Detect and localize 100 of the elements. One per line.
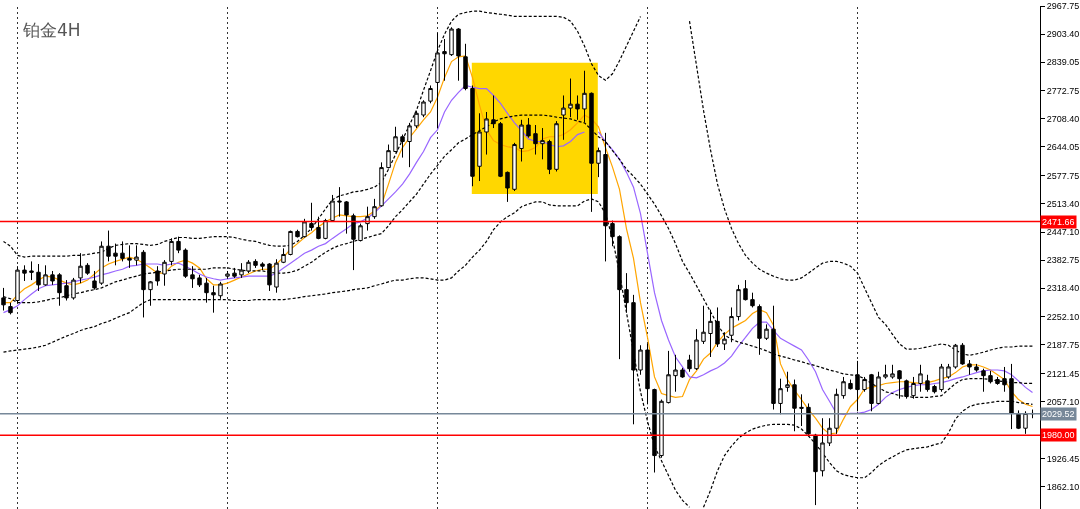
y-tick-label: 2708.40 bbox=[1046, 113, 1080, 124]
candlestick bbox=[176, 236, 181, 254]
candlestick bbox=[974, 363, 979, 373]
y-tick-label: 1926.45 bbox=[1046, 453, 1080, 464]
candlestick bbox=[365, 206, 370, 232]
y-tick-label: 2967.75 bbox=[1046, 1, 1080, 12]
candlestick bbox=[372, 198, 377, 220]
candlestick bbox=[1023, 410, 1028, 435]
candlestick bbox=[694, 328, 699, 371]
candlestick bbox=[22, 264, 27, 282]
candlestick bbox=[834, 388, 839, 435]
candlestick bbox=[680, 367, 685, 379]
candlestick bbox=[260, 261, 265, 271]
candlestick bbox=[512, 142, 517, 192]
candlestick bbox=[1016, 409, 1021, 430]
candlestick bbox=[379, 161, 384, 208]
candlestick bbox=[407, 122, 412, 168]
y-tick-label: 1862.10 bbox=[1046, 481, 1080, 492]
candlestick bbox=[267, 262, 272, 292]
candlestick bbox=[183, 247, 188, 279]
candlestick bbox=[386, 144, 391, 169]
candlestick bbox=[463, 43, 468, 91]
candlestick bbox=[666, 350, 671, 404]
candlestick bbox=[533, 124, 538, 156]
y-tick-label: 2903.40 bbox=[1046, 29, 1080, 40]
candlestick bbox=[393, 126, 398, 153]
candlestick bbox=[274, 258, 279, 294]
candlestick bbox=[435, 32, 440, 129]
candlestick bbox=[554, 120, 559, 172]
candlestick bbox=[981, 368, 986, 393]
candlestick bbox=[498, 121, 503, 178]
candlestick bbox=[764, 323, 769, 341]
candlestick bbox=[547, 139, 552, 175]
candlestick bbox=[316, 216, 321, 240]
candlestick bbox=[617, 234, 622, 360]
candlestick bbox=[246, 259, 251, 274]
candlestick bbox=[344, 200, 349, 235]
candlestick bbox=[715, 306, 720, 348]
candlestick bbox=[29, 260, 34, 281]
candlestick bbox=[358, 223, 363, 242]
candlestick bbox=[57, 272, 62, 307]
candlestick bbox=[967, 359, 972, 376]
y-tick-label: 2121.45 bbox=[1046, 368, 1080, 379]
candlestick bbox=[330, 194, 335, 223]
candlestick bbox=[162, 259, 167, 287]
candlestick bbox=[64, 279, 69, 301]
candlestick bbox=[323, 218, 328, 240]
candlestick bbox=[848, 379, 853, 391]
y-tick-label: 2057.10 bbox=[1046, 396, 1080, 407]
candlestick bbox=[750, 292, 755, 308]
candlestick bbox=[85, 262, 90, 276]
candlestick bbox=[925, 374, 930, 393]
candlestick bbox=[939, 363, 944, 393]
y-tick-label: 2447.10 bbox=[1046, 227, 1080, 238]
candlestick bbox=[456, 27, 461, 82]
candlestick bbox=[421, 99, 426, 118]
candlestick bbox=[820, 417, 825, 477]
candlestick bbox=[652, 388, 657, 474]
candlestick bbox=[631, 294, 636, 425]
candlestick bbox=[239, 262, 244, 279]
candlestick bbox=[141, 249, 146, 318]
candlestick bbox=[687, 354, 692, 373]
y-tick-label: 2839.05 bbox=[1046, 57, 1080, 68]
candlestick bbox=[610, 220, 615, 247]
candlestick bbox=[337, 186, 342, 218]
candlestick bbox=[519, 119, 524, 162]
candlestick bbox=[778, 378, 783, 415]
y-tick-label: 2382.75 bbox=[1046, 255, 1080, 266]
candlestick bbox=[211, 285, 216, 314]
candlestick bbox=[225, 270, 230, 280]
candlestick bbox=[15, 265, 20, 304]
y-tick-label: 2577.75 bbox=[1046, 170, 1080, 181]
candlestick bbox=[309, 202, 314, 232]
y-tick-label: 2644.05 bbox=[1046, 141, 1080, 152]
candlestick bbox=[92, 270, 97, 291]
candlestick bbox=[645, 343, 650, 405]
candlestick bbox=[232, 267, 237, 279]
candlestick bbox=[722, 331, 727, 351]
candlestick bbox=[302, 218, 307, 239]
candlestick bbox=[946, 363, 951, 380]
candlestick bbox=[659, 399, 664, 459]
y-tick-label: 2513.40 bbox=[1046, 198, 1080, 209]
candlestick bbox=[428, 84, 433, 104]
candlestick bbox=[701, 305, 706, 345]
candlestick bbox=[71, 277, 76, 301]
candlestick bbox=[757, 303, 762, 356]
candlestick bbox=[736, 284, 741, 321]
candlestick bbox=[36, 263, 41, 292]
candlestick bbox=[862, 376, 867, 393]
candlestick bbox=[204, 277, 209, 304]
candlestick bbox=[50, 270, 55, 286]
candlestick bbox=[785, 371, 790, 393]
candlestick bbox=[883, 364, 888, 380]
candlestick bbox=[190, 265, 195, 289]
candlestick bbox=[155, 265, 160, 287]
candlestick bbox=[218, 281, 223, 300]
candlestick bbox=[918, 364, 923, 393]
ref-line-label: 2029.52 bbox=[1042, 409, 1075, 419]
candlestick bbox=[673, 354, 678, 393]
candlestick bbox=[414, 110, 419, 129]
